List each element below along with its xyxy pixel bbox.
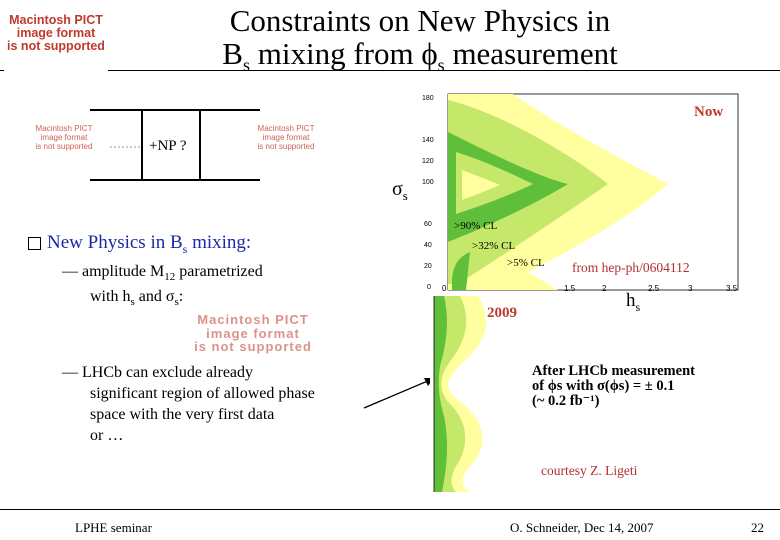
ytick-label: 60 bbox=[424, 221, 432, 228]
pict-placeholder-topleft: Macintosh PICT image format is not suppo… bbox=[2, 13, 110, 60]
arrow-to-plot bbox=[363, 378, 434, 409]
slide-title: Constraints on New Physics in Bs mixing … bbox=[170, 4, 670, 82]
ytick-label: 100 bbox=[422, 179, 434, 186]
x-axis-ticks: 0 1.5 2 2.5 3 3.5 bbox=[436, 284, 740, 296]
ytick-label: 180 bbox=[422, 95, 434, 102]
source-label: from hep-ph/0604112 bbox=[572, 260, 690, 275]
pict-placeholder-formula: Macintosh PICT image format is not support… bbox=[194, 312, 312, 355]
cl-label-32: >32% CL bbox=[472, 240, 516, 252]
annotation-after-lhcb: After LHCb measurement of ϕs with σ(ϕs) … bbox=[532, 363, 695, 409]
bullet-main: New Physics in Bs mixing: bbox=[28, 232, 251, 257]
courtesy-label: courtesy Z. Ligeti bbox=[541, 463, 638, 478]
pict-text-line: image format bbox=[16, 26, 96, 41]
plot-2009 bbox=[430, 296, 530, 492]
plot-now: 180 140 120 100 60 40 20 0 bbox=[422, 93, 739, 291]
np-label: +NP ? bbox=[147, 138, 189, 155]
ytick-label: 40 bbox=[424, 242, 432, 249]
title-divider bbox=[108, 70, 780, 71]
feynman-diagram bbox=[90, 109, 260, 181]
title-line-2: Bs mixing from ϕs measurement bbox=[222, 36, 618, 76]
xtick-label: 2 bbox=[602, 284, 607, 293]
ytick-label: 20 bbox=[424, 263, 432, 270]
xtick-label: 1.5 bbox=[564, 284, 576, 293]
xtick-label: 2.5 bbox=[648, 284, 660, 293]
checkbox-bullet-icon bbox=[28, 237, 41, 251]
footer-divider bbox=[0, 509, 780, 510]
title-divider-left bbox=[0, 70, 4, 71]
page-number: 22 bbox=[751, 520, 764, 535]
y-axis-label: σs bbox=[392, 178, 408, 203]
cl-label-90: >90% CL bbox=[454, 220, 498, 232]
pict-text-line: is not supported bbox=[7, 39, 105, 54]
title-line-1: Constraints on New Physics in bbox=[229, 3, 611, 38]
ytick-label: 140 bbox=[422, 137, 434, 144]
sub-bullet-amplitude: — amplitude M12 parametrized with hs and… bbox=[62, 263, 263, 309]
plot-now-yticks: 180 140 120 100 60 40 20 0 bbox=[422, 95, 434, 291]
footer-center: O. Schneider, Dec 14, 2007 bbox=[510, 520, 654, 535]
contour-2009-dark bbox=[434, 296, 448, 492]
pict-text-line: Macintosh PICT bbox=[9, 13, 103, 27]
pict-placeholder-diagram-left: Macintosh PICT image format is not support… bbox=[35, 124, 93, 151]
pict-placeholder-diagram-right: Macintosh PICT image format is not support… bbox=[257, 124, 315, 151]
sub-bullet-lhcb: — LHCb can exclude already significant r… bbox=[62, 364, 315, 444]
cl-label-5: >5% CL bbox=[507, 257, 545, 269]
ytick-label: 120 bbox=[422, 158, 434, 165]
now-label: Now bbox=[694, 104, 724, 120]
ytick-label: 0 bbox=[427, 284, 431, 291]
xtick-label: 0 bbox=[442, 284, 447, 293]
footer-left: LPHE seminar bbox=[75, 520, 152, 535]
xtick-label: 3 bbox=[688, 284, 693, 293]
xtick-label: 3.5 bbox=[726, 284, 738, 293]
x-axis-label: hs bbox=[626, 290, 641, 314]
year-label: 2009 bbox=[487, 305, 517, 321]
